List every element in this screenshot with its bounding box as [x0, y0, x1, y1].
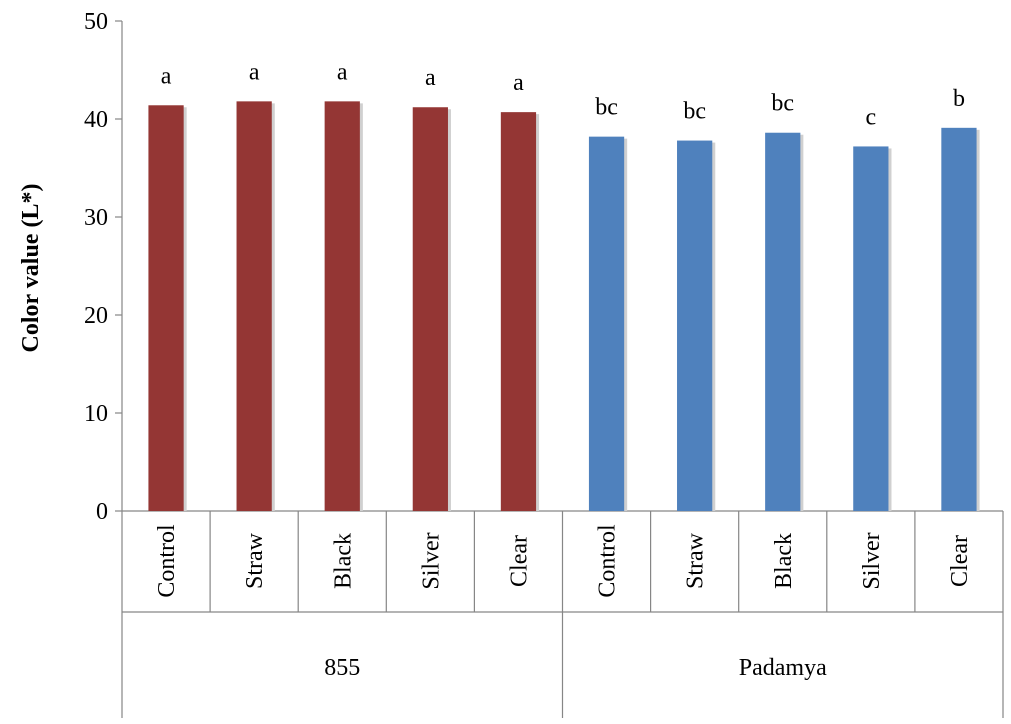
significance-letter: bc — [595, 95, 618, 121]
bars — [148, 101, 980, 512]
bar — [677, 140, 713, 511]
category-label: Clear — [947, 535, 973, 587]
bar — [765, 132, 801, 511]
bar — [853, 146, 889, 511]
category-label: Silver — [418, 532, 444, 589]
y-tick-label: 10 — [84, 401, 108, 427]
significance-letter: a — [161, 63, 172, 89]
category-label: Black — [771, 533, 797, 589]
significance-letter: bc — [683, 99, 706, 125]
group-label: Padamya — [739, 655, 827, 681]
significance-letter: a — [513, 70, 524, 96]
significance-letter: a — [249, 59, 260, 85]
y-tick-label: 40 — [84, 107, 108, 133]
group-label: 855 — [324, 655, 360, 681]
y-tick-label: 50 — [84, 9, 108, 35]
bar — [500, 112, 537, 511]
y-tick-label: 0 — [96, 499, 108, 525]
significance-letter: c — [866, 104, 877, 130]
significance-letter: a — [337, 59, 348, 85]
category-label: Straw — [683, 532, 709, 589]
bar — [941, 127, 977, 511]
bar — [148, 105, 184, 511]
y-axis-title: Color value (L*) — [18, 184, 44, 353]
y-tick-label: 20 — [84, 303, 108, 329]
bar — [324, 101, 360, 512]
category-label: Control — [595, 524, 621, 598]
category-label: Silver — [859, 532, 885, 589]
significance-letter: bc — [771, 91, 794, 117]
category-label: Control — [154, 524, 180, 598]
labels: 0 10 20 30 40 50 a Control a Straw a Black a Silver a C… — [84, 9, 973, 681]
bar — [588, 136, 625, 511]
y-tick-label: 30 — [84, 205, 108, 231]
significance-letter: b — [953, 86, 965, 112]
category-label: Black — [330, 533, 356, 589]
category-label: Clear — [506, 535, 532, 587]
category-label: Straw — [242, 532, 268, 589]
bar — [236, 101, 272, 512]
bar — [412, 107, 448, 512]
significance-letter: a — [425, 65, 436, 91]
